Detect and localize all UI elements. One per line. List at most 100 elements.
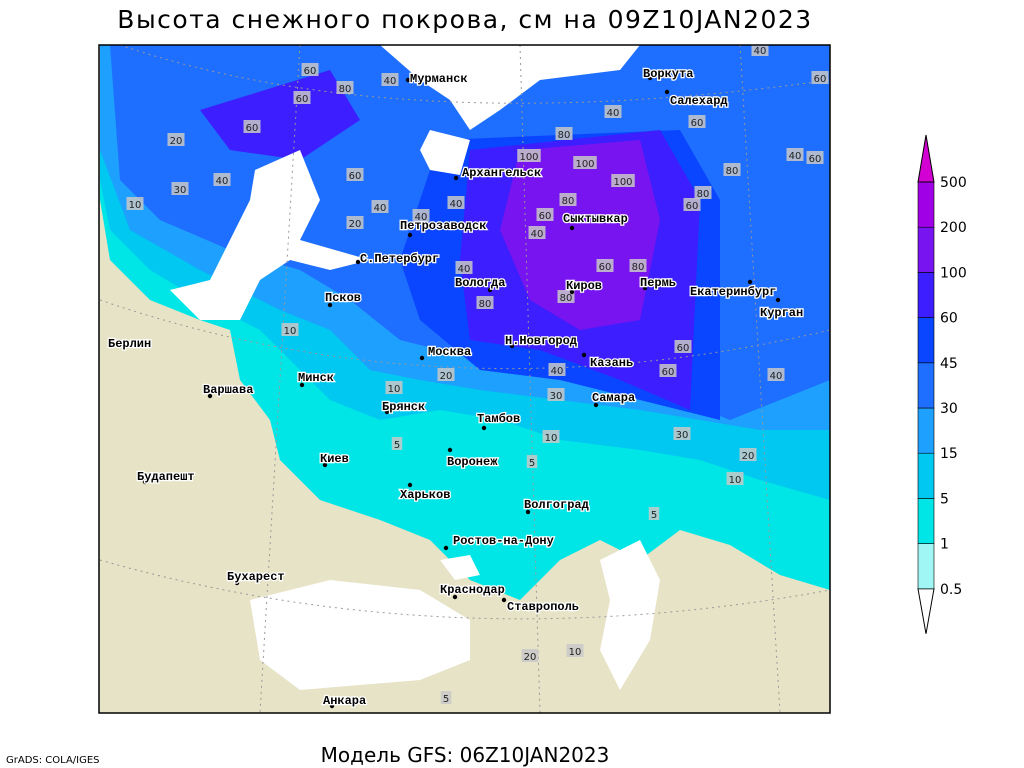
colorbar-segment <box>917 407 935 454</box>
contour-label-box <box>517 149 541 162</box>
contour-label: 40 <box>455 261 473 275</box>
sea <box>250 580 470 690</box>
contour-label: 10 <box>566 644 584 658</box>
city-dot <box>419 355 425 361</box>
city-dot <box>207 393 213 399</box>
city-dot <box>664 89 670 95</box>
city-label: Архангельск <box>462 166 541 180</box>
contour-label-text: 30 <box>174 185 187 196</box>
contour-label: 5 <box>648 507 660 521</box>
contour-label: 40 <box>447 196 465 210</box>
city-label: Харьков <box>400 488 450 502</box>
contour-label-box <box>659 364 677 377</box>
contour-label-text: 40 <box>789 151 802 162</box>
contour-label-box <box>536 208 554 221</box>
contour-label-text: 40 <box>374 203 387 214</box>
contour-label-text: 60 <box>599 262 612 273</box>
contour-label: 60 <box>683 198 701 212</box>
contour-label-box <box>526 455 538 468</box>
contour-label-box <box>293 91 311 104</box>
contour-label-text: 40 <box>384 76 397 87</box>
colorbar-segment <box>917 362 935 409</box>
contour-label-text: 30 <box>676 430 689 441</box>
city-label: Мурманск <box>410 72 468 86</box>
city-label: Ставрополь <box>507 600 579 614</box>
contour-label-box <box>726 472 744 485</box>
contour-label-text: 80 <box>479 299 492 310</box>
contour-label: 80 <box>723 163 741 177</box>
sea <box>380 45 640 130</box>
footer: Модель GFS: 06Z10JAN2023 <box>321 743 610 767</box>
contour-label: 60 <box>596 259 614 273</box>
city-label: Псков <box>325 291 361 305</box>
colorbar-label: 1 <box>940 537 949 553</box>
contour-label-box <box>811 71 829 84</box>
contour-label: 40 <box>767 368 785 382</box>
contour-label-box <box>476 296 494 309</box>
city-dot <box>329 703 335 709</box>
contour-label-text: 100 <box>575 159 594 170</box>
snow-zone <box>500 140 660 330</box>
contour-label-text: 40 <box>450 199 463 210</box>
contour-label: 60 <box>536 208 554 222</box>
contour-label: 60 <box>674 340 692 354</box>
city-dot <box>443 545 449 551</box>
contour-label-box <box>723 163 741 176</box>
city-dot <box>509 343 515 349</box>
contour-label-text: 80 <box>339 84 352 95</box>
contour-label-box <box>412 209 430 222</box>
contour-label: 10 <box>385 381 403 395</box>
contour-label-text: 80 <box>726 166 739 177</box>
colorbar-label: 5 <box>940 491 949 507</box>
sea <box>420 130 470 175</box>
city-label: Пермь <box>640 276 676 290</box>
contour-label: 10 <box>542 430 560 444</box>
contour-label-box <box>346 216 364 229</box>
contour-label-box <box>548 363 566 376</box>
contour-label-text: 40 <box>607 108 620 119</box>
colorbar-label: 45 <box>940 356 958 372</box>
contour-label-text: 10 <box>388 384 401 395</box>
city-label: Киев <box>320 452 349 466</box>
contour-label-box <box>391 437 403 450</box>
contour-label-text: 60 <box>686 201 699 212</box>
contour-label: 40 <box>548 363 566 377</box>
contour-label-box <box>213 173 231 186</box>
city-label: Будапешт <box>137 470 195 484</box>
contour-label-text: 60 <box>662 367 675 378</box>
city-dot <box>775 297 781 303</box>
contour-label: 40 <box>371 200 389 214</box>
contour-label-box <box>673 427 691 440</box>
colorbar-segment <box>917 181 935 228</box>
city-dot <box>747 279 753 285</box>
contour-label: 40 <box>381 73 399 87</box>
city-dot <box>481 425 487 431</box>
contour-label-box <box>528 226 546 239</box>
contour-label: 80 <box>629 259 647 273</box>
colorbar-above <box>917 134 935 183</box>
city-dot <box>447 447 453 453</box>
city-dot <box>452 594 458 600</box>
contour-label-text: 100 <box>519 152 538 163</box>
colorbar-segment <box>917 452 935 499</box>
city-dot <box>299 382 305 388</box>
contour-label-box <box>385 381 403 394</box>
city-label: Берлин <box>108 337 151 351</box>
contour-label-box <box>767 368 785 381</box>
contour-label: 5 <box>440 691 452 705</box>
colorbar-below <box>917 588 935 634</box>
colorbar-label: 15 <box>940 446 958 462</box>
contour-label: 100 <box>573 156 597 170</box>
city-label: Сыктывкар <box>563 212 628 226</box>
contour-label-text: 80 <box>632 262 645 273</box>
contour-label: 20 <box>739 448 757 462</box>
contour-label-box <box>171 182 189 195</box>
contour-label-box <box>381 73 399 86</box>
contour-label-text: 40 <box>770 371 783 382</box>
contour-label-text: 20 <box>524 652 537 663</box>
contour-label-box <box>559 193 577 206</box>
contour-label-text: 60 <box>809 154 822 165</box>
contour-label: 10 <box>281 323 299 337</box>
city-label: Ростов-на-Дону <box>453 534 554 548</box>
city-dot <box>501 597 507 603</box>
